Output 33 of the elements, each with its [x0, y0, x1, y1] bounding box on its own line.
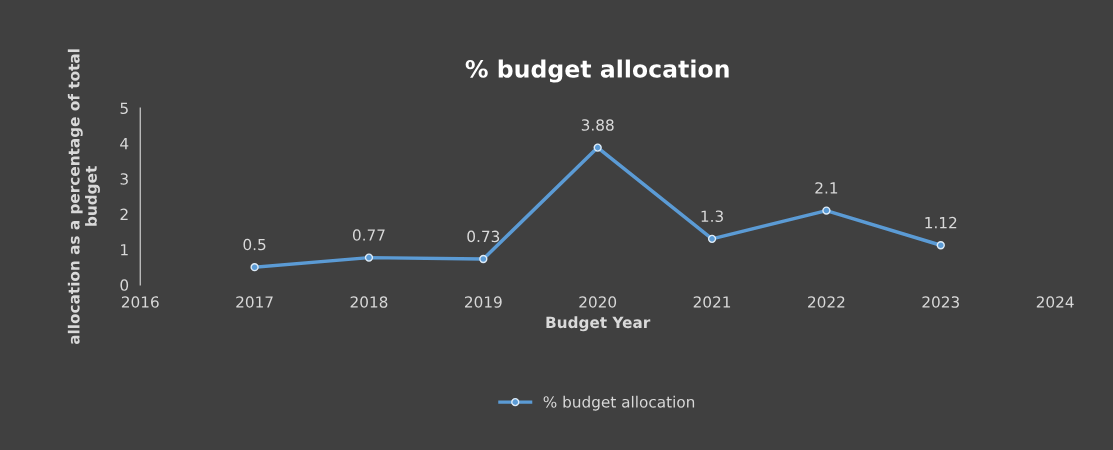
x-tick-label: 2023 [922, 296, 959, 308]
x-tick-label: 2017 [236, 296, 273, 308]
x-tick-label: 2016 [121, 296, 159, 308]
x-tick-label: 2024 [1036, 296, 1074, 308]
y-axis-title: allocation as a percentage of total budget [67, 49, 100, 345]
point [250, 262, 259, 272]
point [593, 143, 602, 152]
point [364, 253, 374, 262]
data-label: 1.3 [701, 210, 723, 223]
data-label: 1.12 [925, 216, 957, 229]
x-tick-label: 2020 [579, 296, 617, 308]
chart-title: % budget allocation [465, 59, 729, 83]
x-tick-label: 2018 [350, 296, 388, 308]
y-tick-label: 4 [120, 138, 129, 150]
data-label: 0.5 [243, 238, 266, 251]
y-tick-label: 1 [121, 244, 128, 256]
y-tick-label: 2 [120, 208, 128, 220]
legend-label: % budget allocation [543, 395, 695, 411]
y-tick-label: 3 [120, 173, 128, 185]
data-label: 3.88 [581, 119, 614, 131]
data-label: 0.73 [467, 230, 500, 243]
data-label: 0.77 [352, 229, 385, 241]
x-tick-label: 2022 [808, 296, 845, 308]
point [936, 241, 945, 250]
point [707, 234, 717, 244]
y-tick-label: 0 [120, 279, 129, 291]
point [479, 254, 488, 264]
x-tick-label: 2021 [693, 296, 731, 308]
point [822, 206, 831, 215]
data-label: 2.1 [815, 182, 838, 194]
x-tick-label: 2019 [465, 296, 502, 308]
x-axis-title: Budget Year [546, 316, 651, 332]
y-tick-label: 5 [120, 102, 128, 115]
